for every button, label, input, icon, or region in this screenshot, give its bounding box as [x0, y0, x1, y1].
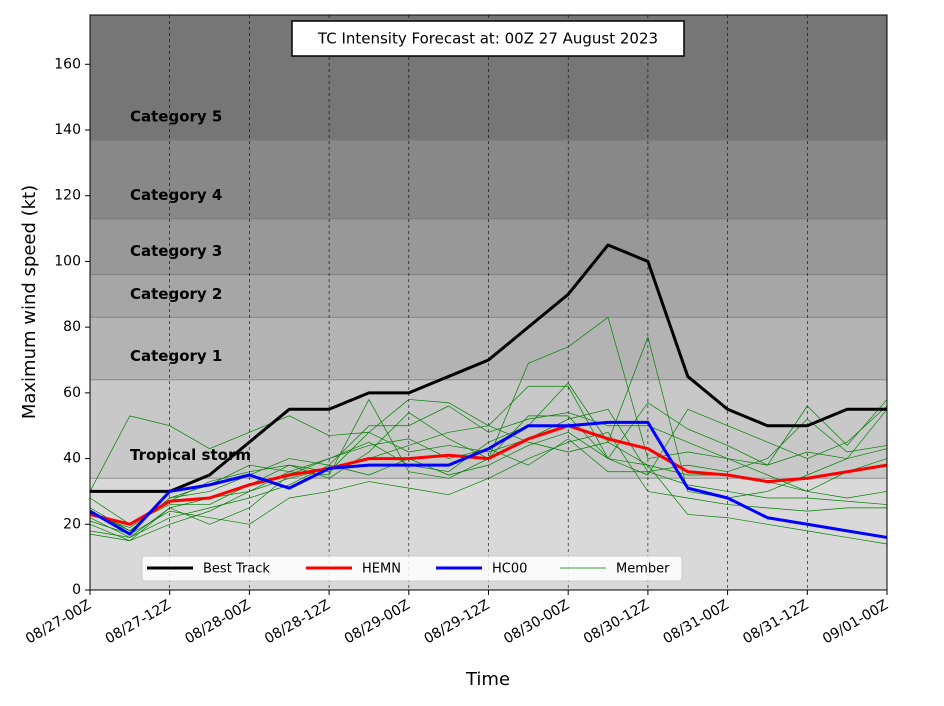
y-tick-label: 40	[63, 451, 81, 467]
legend-label: Best Track	[203, 562, 270, 577]
y-tick-label: 120	[54, 188, 81, 204]
y-tick-label: 160	[54, 56, 81, 72]
legend-box	[141, 555, 683, 582]
plot-frame	[89, 14, 888, 591]
y-tick-label: 60	[63, 385, 81, 401]
y-tick-label: 0	[72, 582, 81, 598]
y-tick-label: 140	[54, 122, 81, 138]
series-line	[89, 424, 888, 526]
x-tick-label: 08/27-12Z	[103, 597, 174, 647]
y-tick-label: 100	[54, 253, 81, 269]
x-tick-label: 08/28-00Z	[182, 597, 253, 647]
band-label: Category 1	[130, 347, 222, 365]
y-tick-label: 80	[63, 319, 81, 335]
band-label: Category 3	[130, 242, 222, 260]
legend-label: HC00	[492, 562, 527, 577]
band-label: Tropical storm	[130, 446, 251, 464]
x-tick-label: 08/30-00Z	[501, 597, 572, 647]
x-tick-label: 09/01-00Z	[820, 597, 891, 647]
x-tick-label: 08/30-12Z	[581, 597, 652, 647]
legend-label: HEMN	[362, 562, 401, 577]
x-tick-label: 08/27-00Z	[23, 597, 94, 647]
series-line	[89, 420, 888, 539]
x-tick-label: 08/28-12Z	[262, 597, 333, 647]
x-axis-label: Time	[465, 669, 510, 690]
member-line	[89, 431, 887, 535]
legend-label: Member	[616, 562, 670, 577]
x-tick-label: 08/29-00Z	[342, 597, 413, 647]
title-box	[291, 20, 685, 57]
band-label: Category 2	[130, 285, 222, 303]
y-tick-label: 20	[63, 516, 81, 532]
x-tick-label: 08/29-12Z	[421, 597, 492, 647]
member-line	[89, 336, 888, 542]
member-line	[89, 405, 888, 532]
band-label: Category 4	[130, 186, 222, 204]
x-tick-label: 08/31-12Z	[740, 597, 811, 647]
chart-title: TC Intensity Forecast at: 00Z 27 August …	[317, 30, 658, 48]
y-axis-label: Maximum wind speed (kt)	[19, 185, 40, 419]
category-band	[90, 218, 887, 275]
member-line	[89, 408, 888, 525]
series-line	[90, 243, 887, 493]
x-tick-label: 08/31-00Z	[661, 597, 732, 647]
band-label: Category 5	[130, 107, 222, 125]
